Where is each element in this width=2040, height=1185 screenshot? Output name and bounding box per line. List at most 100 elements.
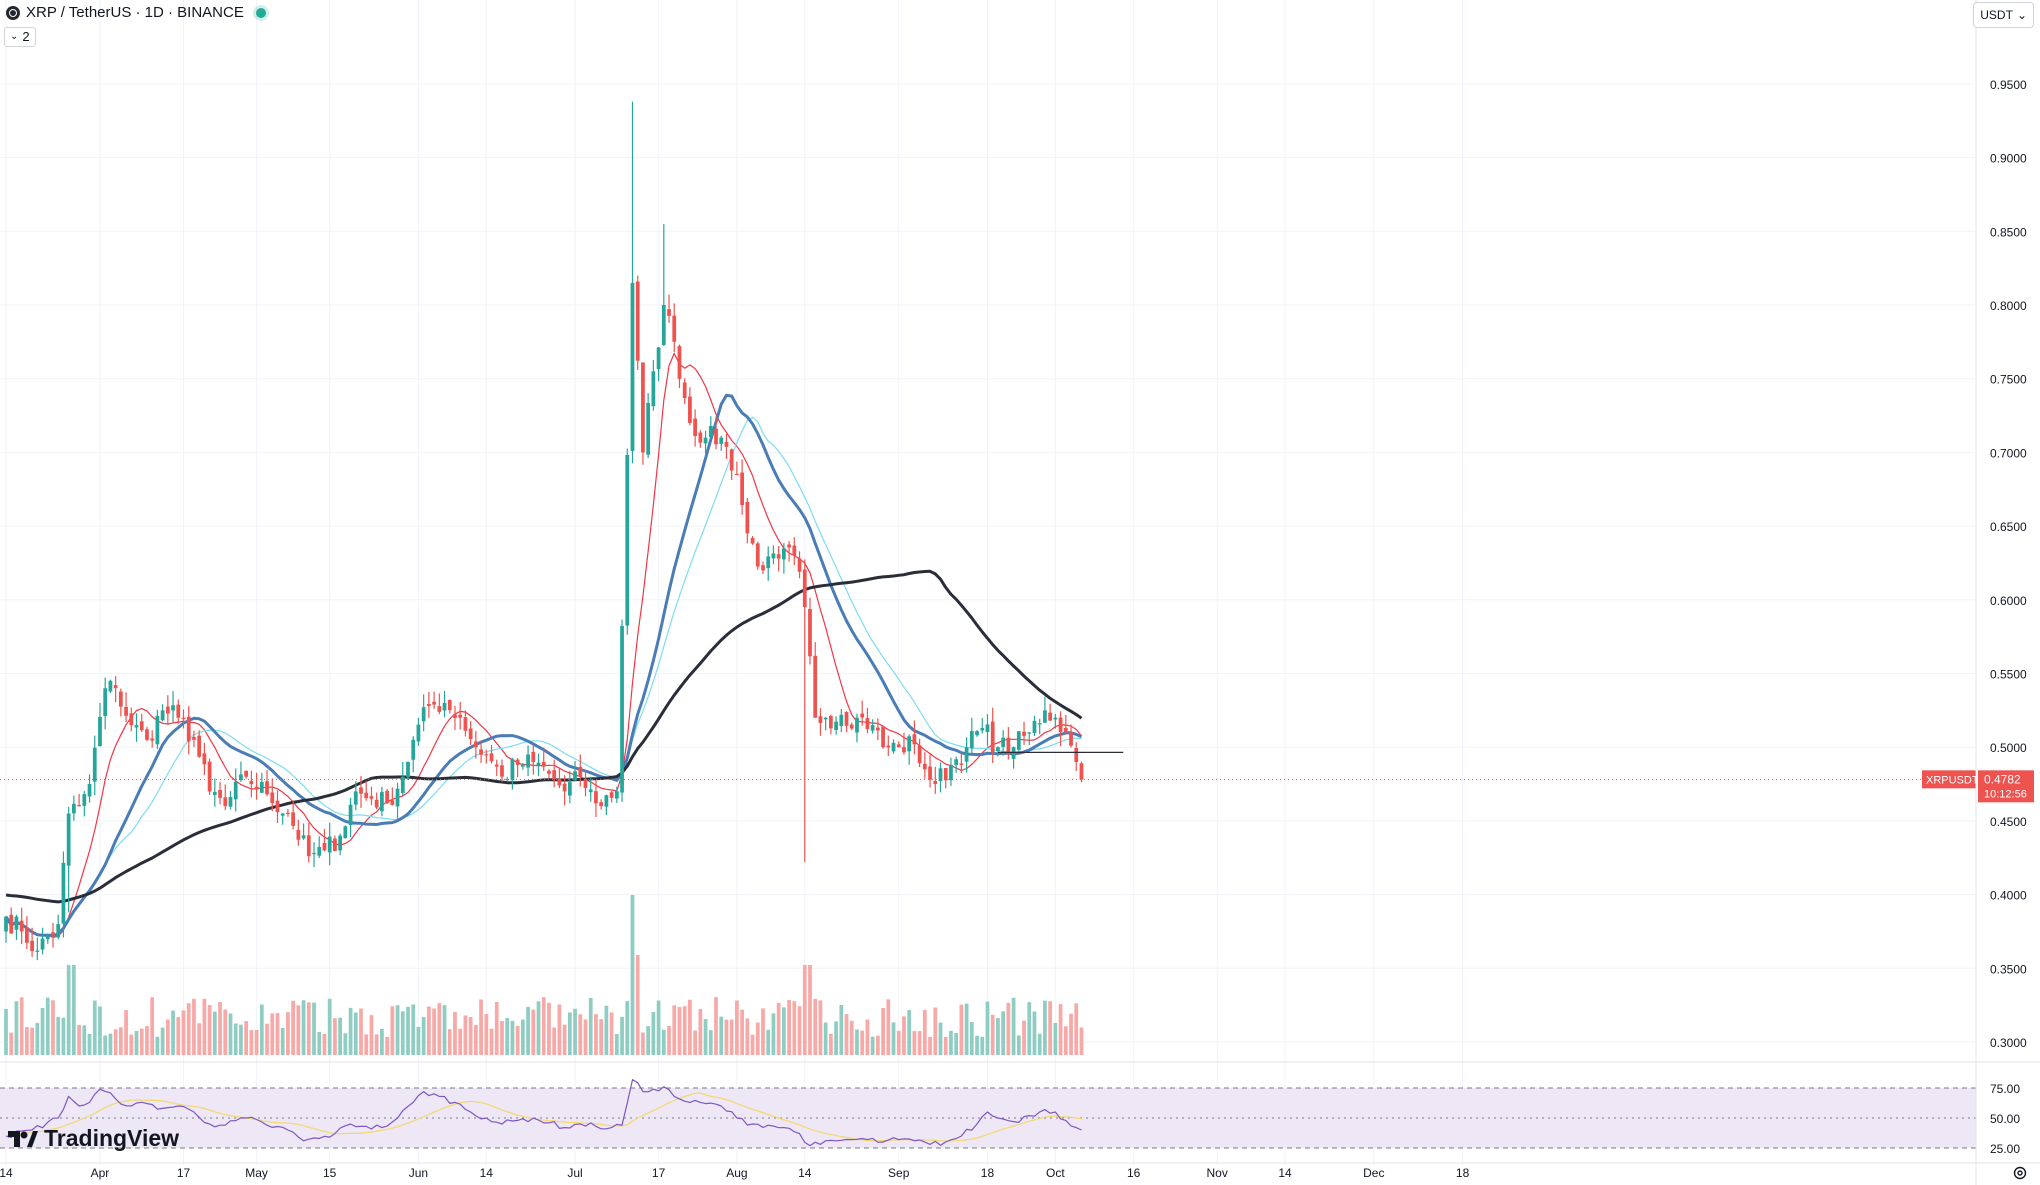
gear-icon[interactable] — [2012, 1165, 2028, 1181]
candle-body — [218, 790, 222, 798]
price-tick-label: 0.7000 — [1990, 446, 2027, 460]
price-tick-label: 0.6000 — [1990, 594, 2027, 608]
volume-bar — [656, 1000, 661, 1055]
volume-bar — [891, 1022, 896, 1055]
last-price-value: 0.4782 — [1984, 772, 2021, 786]
volume-bar — [369, 1015, 374, 1055]
volume-bar — [468, 1017, 473, 1055]
volume-bar — [244, 1021, 249, 1055]
candle-body — [902, 747, 906, 753]
candle-body — [9, 914, 14, 934]
candle-body — [369, 796, 374, 799]
candle-body — [103, 688, 108, 717]
volume-bar — [458, 1028, 463, 1055]
xrp-icon — [6, 5, 20, 20]
candle-body — [484, 754, 489, 756]
last-price-label-bg — [1978, 770, 2034, 803]
candle-body — [802, 569, 807, 608]
candle-body — [380, 792, 384, 812]
volume-bar — [228, 1013, 233, 1055]
candle-body — [239, 774, 243, 781]
candle-body — [928, 766, 932, 780]
volume-bar — [886, 999, 891, 1055]
candle-body — [458, 714, 463, 718]
currency-select[interactable]: USDT ⌄ — [1973, 2, 2034, 28]
candle-body — [374, 799, 379, 808]
time-tick-label: Oct — [1046, 1166, 1065, 1180]
candle-body — [604, 795, 609, 807]
volume-bar — [672, 1005, 677, 1055]
candle-body — [797, 558, 802, 572]
candle-body — [233, 781, 238, 800]
candle-body — [818, 716, 823, 724]
candle-body — [651, 371, 656, 407]
volume-bar — [792, 1001, 797, 1055]
candle-body — [912, 734, 917, 745]
volume-bar — [860, 1030, 865, 1055]
candle-body — [489, 753, 494, 762]
time-tick-label: 15 — [323, 1166, 337, 1180]
candle-body — [828, 715, 833, 729]
candle-body — [922, 763, 927, 770]
candle-body — [416, 724, 421, 742]
volume-bar — [82, 1025, 87, 1055]
volume-bar — [4, 1008, 8, 1055]
candle-body — [954, 759, 959, 765]
candle-body — [870, 725, 875, 731]
logo-text: TradingView — [44, 1125, 180, 1151]
volume-bar — [118, 1027, 123, 1055]
candle-body — [735, 473, 739, 476]
time-tick-label: 14 — [798, 1166, 812, 1180]
symbol-tag-label: XRPUSDT — [1926, 774, 1979, 786]
price-tick-label: 0.4000 — [1990, 889, 2027, 903]
volume-bar — [14, 1001, 19, 1055]
time-tick-label: Nov — [1207, 1166, 1228, 1180]
candle-body — [688, 396, 692, 423]
volume-bar — [343, 1033, 348, 1055]
volume-bar — [1001, 1011, 1006, 1055]
candle-body — [254, 786, 259, 790]
candle-body — [719, 437, 724, 444]
volume-bar — [515, 1026, 520, 1055]
volume-bar — [547, 1002, 551, 1055]
candle-body — [724, 441, 729, 447]
time-tick-label: 18 — [981, 1166, 995, 1180]
candle-body — [698, 432, 703, 443]
candle-body — [333, 838, 337, 851]
volume-bar — [531, 1009, 536, 1055]
volume-bar — [92, 1000, 97, 1055]
candle-body — [682, 382, 687, 399]
volume-bar — [541, 997, 546, 1055]
price-tick-label: 0.3500 — [1990, 962, 2027, 976]
candle-body — [771, 553, 776, 559]
candle-body — [364, 792, 369, 799]
volume-bar — [249, 1030, 254, 1055]
volume-bar — [661, 1029, 666, 1055]
candle-body — [353, 791, 358, 805]
candle-body — [139, 721, 144, 731]
volume-bar — [103, 1035, 108, 1055]
candle-body — [259, 781, 264, 793]
volume-bar — [61, 1017, 66, 1055]
volume-bar — [1022, 1020, 1026, 1055]
candle-body — [588, 789, 593, 793]
volume-bar — [954, 1032, 959, 1055]
volume-bar — [113, 1029, 118, 1055]
candle-body — [291, 812, 296, 826]
symbol-legend[interactable]: XRP / TetherUS · 1D · BINANCE — [6, 4, 266, 21]
volume-bar — [426, 1006, 431, 1055]
volume-bar — [192, 998, 196, 1055]
volume-bar — [181, 1010, 186, 1055]
volume-bar — [526, 1006, 530, 1055]
volume-bar — [745, 1018, 750, 1055]
volume-bar — [604, 1005, 609, 1055]
candle-body — [714, 428, 718, 445]
volume-bar — [374, 1034, 379, 1055]
candle-body — [969, 731, 974, 749]
rsi-line — [5, 1079, 1082, 1147]
volume-bar — [411, 1004, 416, 1055]
volume-bar — [494, 1002, 499, 1055]
candle-body — [985, 724, 990, 733]
indicators-toggle-button[interactable]: ⌄ 2 — [4, 27, 36, 47]
